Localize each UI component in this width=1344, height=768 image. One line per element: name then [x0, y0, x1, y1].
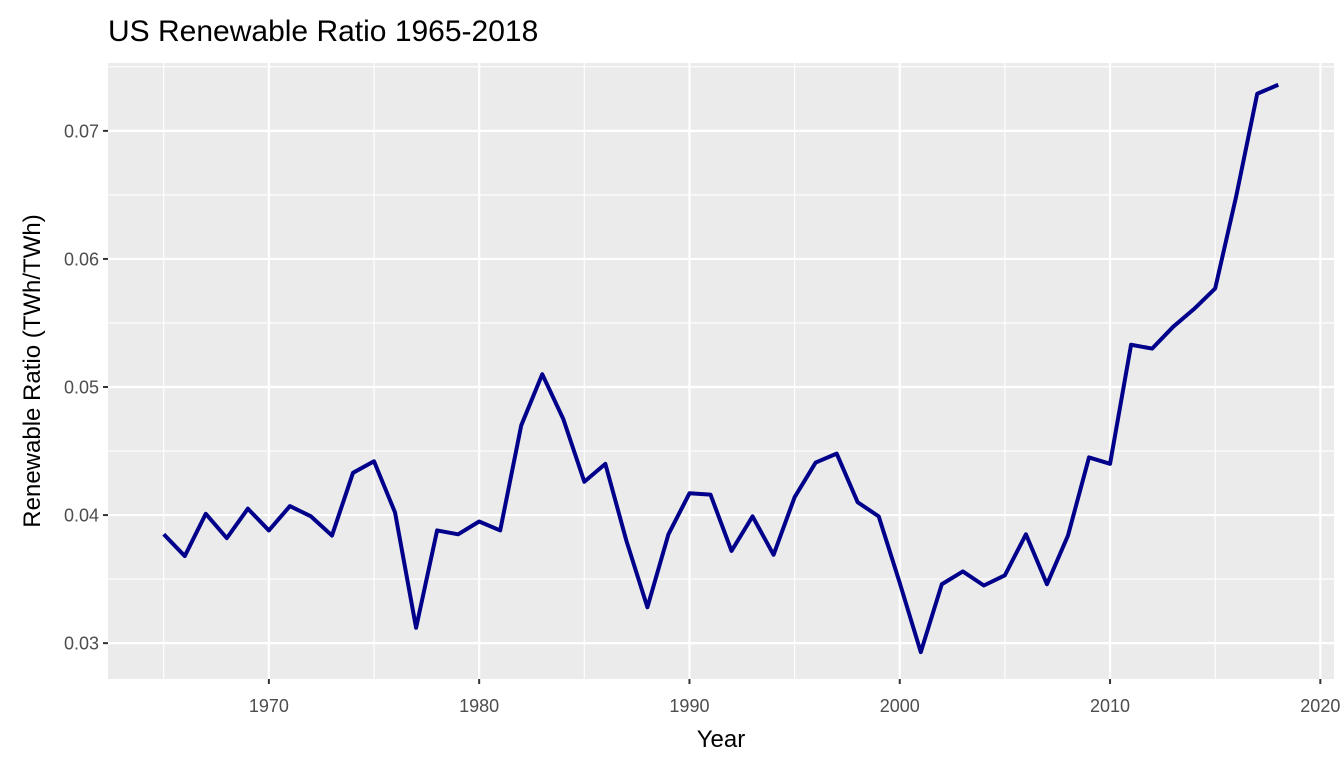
plot-panel: [108, 63, 1334, 679]
x-axis-title: Year: [697, 726, 746, 753]
y-tick-label: 0.07: [64, 121, 99, 141]
x-tick-label: 2000: [880, 696, 920, 716]
x-tick-label: 1980: [459, 696, 499, 716]
y-tick-label: 0.04: [64, 506, 99, 526]
y-tick-label: 0.05: [64, 378, 99, 398]
y-tick-label: 0.03: [64, 634, 99, 654]
data-series: [162, 82, 1280, 655]
y-tick-label: 0.06: [64, 249, 99, 269]
y-axis-title: Renewable Ratio (TWh/TWh): [19, 214, 46, 527]
x-tick-label: 2020: [1300, 696, 1340, 716]
x-tick-label: 1990: [669, 696, 709, 716]
x-tick-label: 2010: [1090, 696, 1130, 716]
axis-ticks: 1970 1980 1990 2000 2010 2020 0.03 0.04 0.05 0.06…: [64, 121, 1340, 716]
x-tick-label: 1970: [249, 696, 289, 716]
renewable-ratio-line: [162, 82, 1280, 655]
chart-title: US Renewable Ratio 1965-2018: [108, 15, 538, 48]
